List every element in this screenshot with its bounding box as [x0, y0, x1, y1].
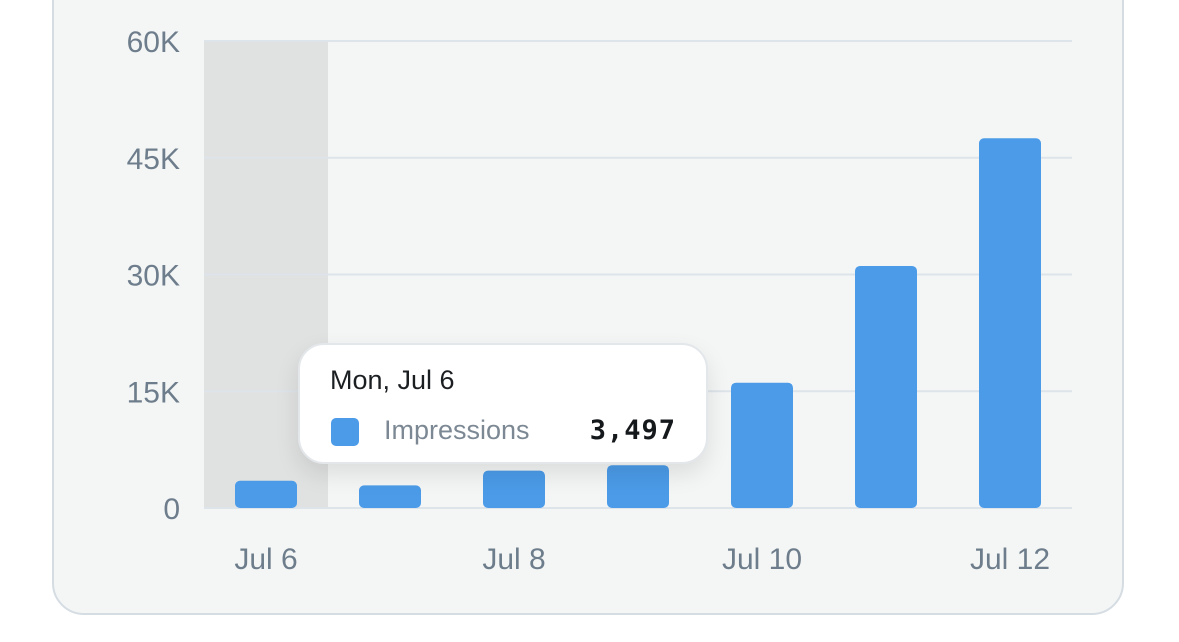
- bar: [855, 265, 917, 508]
- bar: [483, 470, 545, 508]
- y-tick-label: 45K: [127, 143, 180, 176]
- tooltip-series-label: Impressions: [384, 415, 530, 445]
- y-tick-label: 60K: [127, 26, 180, 59]
- chart-tooltip: Mon, Jul 6 Impressions 3,497: [298, 343, 708, 464]
- bar: [731, 382, 793, 508]
- x-tick-label: Jul 6: [234, 543, 297, 576]
- x-tick-label: Jul 8: [482, 543, 545, 576]
- bar: [359, 485, 421, 508]
- x-tick-label: Jul 12: [970, 543, 1050, 576]
- bar: [235, 480, 297, 508]
- x-tick-label: Jul 10: [722, 543, 802, 576]
- bar: [979, 138, 1041, 508]
- y-tick-label: 0: [163, 493, 180, 526]
- bar: [607, 465, 669, 508]
- tooltip-title: Mon, Jul 6: [330, 365, 455, 395]
- y-tick-label: 30K: [127, 260, 180, 293]
- y-tick-label: 15K: [127, 376, 180, 409]
- tooltip-series-swatch: [331, 418, 359, 446]
- tooltip-value: 3,497: [589, 415, 676, 446]
